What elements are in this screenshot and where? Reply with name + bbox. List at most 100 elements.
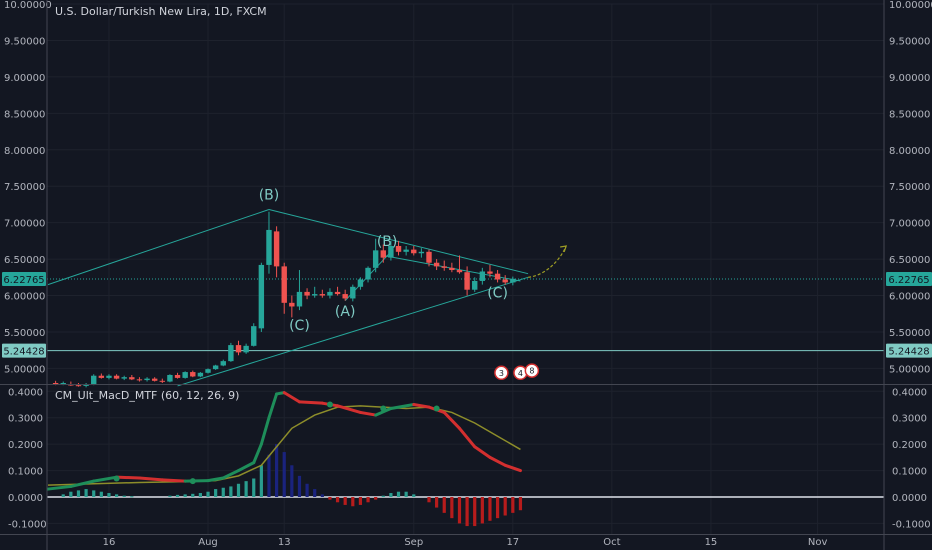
candle [205,368,211,374]
candle-body [235,345,242,353]
trendline-layer[interactable]: (B) (C) (A) (B) (C) 3 4 8 [47,187,568,387]
macd-line-segment [267,392,279,420]
candle [502,275,508,285]
candle-layer [52,211,516,388]
histogram-bar [480,497,484,524]
candle [418,248,425,258]
histogram-bar [236,483,241,497]
candle-body [273,231,280,267]
y-tick-label-left: 9.00000 [4,73,45,84]
candle [212,364,219,370]
y-tick-label-right: 10.00000 [889,0,932,11]
histogram-bar [244,481,248,497]
candle [182,371,188,379]
candle-body [251,326,257,346]
candle [98,373,105,379]
macd-line-segment [183,479,210,483]
y-tick-label-left: 6.50000 [4,255,45,266]
candle [350,284,356,302]
histogram-bar [503,497,507,516]
candle [136,377,143,382]
projection-arrow [527,245,567,278]
candle [220,359,226,367]
candle-body [159,380,165,382]
macd-line-segment [237,461,256,473]
y-tick-label-left: 5.50000 [4,328,45,339]
candle [433,259,440,271]
candle [304,288,310,300]
candle-body [113,375,120,379]
candle [273,226,280,278]
histogram-bar [69,491,73,497]
histogram-bar [389,493,393,497]
histogram-bar [442,497,446,513]
candle [479,267,486,285]
candle [487,264,493,278]
candle [289,295,295,318]
candle-body [266,229,272,265]
macd-line-segment [206,476,225,483]
candle-body [327,291,333,296]
candle-body [60,383,66,384]
event-flag-label: 4 [518,369,523,378]
event-flag-marker [494,365,509,381]
histogram-bar [92,490,96,497]
candle [411,245,417,256]
candle-body [106,375,112,378]
histogram-bar [465,497,469,527]
histogram-bar [351,497,355,507]
x-tick-label: Nov [808,537,828,548]
y-tick-label-left: 8.00000 [4,146,45,157]
histogram-bar [366,497,370,503]
histogram-bar [168,495,172,497]
candle [266,211,272,274]
histogram-bar [473,497,477,527]
candle-body [388,245,394,258]
grid-layer [47,3,884,534]
candle-body [258,264,265,329]
candle [449,262,455,273]
histogram-bar [435,497,439,508]
x-tick-label: Aug [198,537,218,548]
y-tick-label-right: 6.50000 [889,255,930,266]
histogram-bar [404,491,408,497]
candle-body [334,291,341,295]
candle-body [98,375,105,378]
macd-y-tick-left: 0.4000 [8,387,43,398]
macd-y-tick-right: 0.2000 [892,440,927,451]
candle-body [205,369,211,373]
candle-body [441,266,447,268]
y-tick-label-left: 8.50000 [4,109,45,120]
histogram-bar [76,490,81,497]
candle [380,244,386,263]
histogram-bar [206,491,210,497]
candle-body [289,302,295,307]
histogram-bar [214,489,218,497]
histogram-bar [290,465,294,497]
candle [235,340,242,356]
histogram-bar [358,497,363,505]
candle [357,277,364,290]
candle-body [174,374,181,378]
macd-line-segment [46,484,73,491]
y-tick-label-right: 9.00000 [889,73,930,84]
candle-body [487,271,493,274]
price-badge-left [2,343,46,358]
macd-y-tick-right: 0.1000 [892,467,927,478]
macd-line-segment [221,469,240,480]
x-tick-label: 17 [506,537,519,548]
candle [251,323,257,347]
candle [319,289,326,298]
y-tick-label-right: 5.50000 [889,328,930,339]
candle [113,374,120,380]
macd-line-segment [252,442,263,465]
candle [106,374,112,380]
candle [121,375,127,381]
candle [167,374,173,383]
candle-body [129,377,135,380]
candle-body [144,378,150,381]
price-badge-right-label: 6.22765 [888,275,929,286]
candle-body [380,250,386,258]
y-tick-label-left: 10.00000 [4,0,52,11]
